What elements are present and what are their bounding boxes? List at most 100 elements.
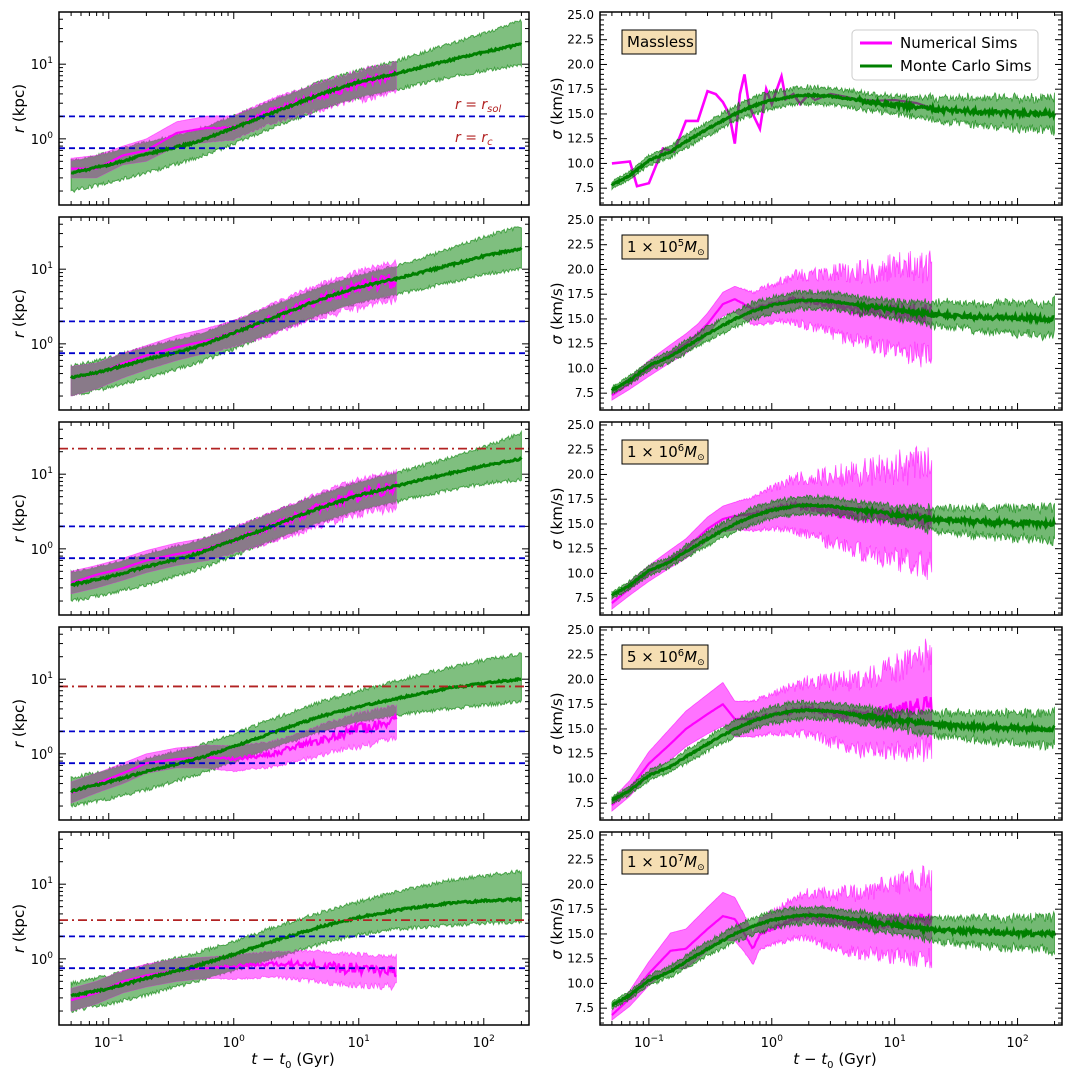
- y-tick-label: 20.0: [567, 877, 594, 891]
- montecarlo-median-line: [70, 42, 523, 175]
- y-tick-label: 101: [31, 56, 53, 73]
- y-tick-label: 17.5: [567, 697, 594, 711]
- mass-label-text: Massless: [627, 33, 694, 51]
- annotation-rc: r = rc: [455, 130, 493, 148]
- y-axis-label: σ (km/s): [548, 282, 566, 344]
- x-tick-label: 101: [348, 1034, 370, 1051]
- s-panel-5: 10−1 100 101 102 7.5 10.0 12.5 15.0 17.5 20.0 22.5…: [548, 828, 1063, 1051]
- y-tick-label: 20.0: [567, 262, 594, 276]
- mass-label-text: 1 × 105M⊙: [627, 238, 705, 258]
- panel-frame: [58, 626, 530, 821]
- panel-frame: [58, 831, 530, 1026]
- overlap-band: [71, 266, 397, 396]
- montecarlo-median-line: [70, 456, 523, 588]
- x-axis-label-left: t − t0 (Gyr): [251, 1050, 334, 1071]
- y-tick-label: 12.5: [567, 952, 594, 966]
- x-tick-label: 100: [761, 1034, 784, 1051]
- mass-label-box: [621, 439, 709, 465]
- y-axis-label: r (kpc): [10, 289, 28, 338]
- y-tick-label: 7.5: [575, 1001, 594, 1015]
- y-tick-label: 20.0: [567, 467, 594, 481]
- y-tick-label: 10.0: [567, 771, 594, 785]
- y-tick-label: 100: [31, 336, 54, 353]
- y-tick-label: 12.5: [567, 337, 594, 351]
- y-axis-label: σ (km/s): [548, 487, 566, 549]
- y-tick-label: 7.5: [575, 796, 594, 810]
- y-axis-label: r (kpc): [10, 699, 28, 748]
- numerical-band: [611, 865, 933, 1021]
- montecarlo-median-line: [610, 297, 1055, 392]
- y-tick-label: 10.0: [567, 976, 594, 990]
- legend: Numerical Sims Monte Carlo Sims: [851, 29, 1039, 81]
- plot-area: [59, 652, 529, 809]
- mass-label-text: 5 × 106M⊙: [627, 648, 705, 668]
- plot-area: [610, 250, 1055, 401]
- plot-area: [59, 226, 529, 397]
- montecarlo-median-line: [611, 912, 1056, 1007]
- numerical-median-line: [70, 712, 398, 794]
- y-tick-label: 25.0: [567, 828, 594, 842]
- mass-label: Massless: [621, 29, 697, 55]
- numerical-median-line: [70, 957, 397, 1002]
- legend-label-montecarlo: Monte Carlo Sims: [900, 57, 1032, 75]
- overlap-band: [71, 929, 397, 1011]
- numerical-band: [611, 638, 933, 812]
- y-tick-label: 15.0: [567, 517, 594, 531]
- y-tick-label: 7.5: [575, 181, 594, 195]
- y-tick-label: 101: [31, 876, 53, 893]
- y-tick-label: 25.0: [567, 418, 594, 432]
- y-tick-label: 101: [31, 261, 53, 278]
- y-tick-label: 17.5: [567, 492, 594, 506]
- y-tick-label: 17.5: [567, 287, 594, 301]
- y-axis-label: σ (km/s): [548, 897, 566, 959]
- legend-label-numerical: Numerical Sims: [900, 34, 1018, 52]
- x-tick-label: 102: [473, 1034, 495, 1051]
- mass-label-box: [621, 29, 697, 55]
- montecarlo-band: [70, 652, 522, 809]
- annotation-rc-text: r = rc: [455, 130, 493, 148]
- annotation-rsol: r = rsol: [455, 97, 501, 115]
- y-axis-label: σ (km/s): [548, 692, 566, 754]
- y-tick-label: 100: [31, 541, 54, 558]
- y-tick-label: 15.0: [567, 312, 594, 326]
- plot-area: [59, 869, 529, 1014]
- montecarlo-median-line: [610, 502, 1056, 597]
- montecarlo-median-line: [610, 91, 1056, 187]
- y-tick-label: 20.0: [567, 57, 594, 71]
- y-tick-label: 22.5: [567, 238, 594, 252]
- y-tick-label: 15.0: [567, 722, 594, 736]
- mass-label: 1 × 107M⊙: [621, 849, 709, 875]
- y-tick-label: 12.5: [567, 542, 594, 556]
- y-tick-label: 101: [31, 466, 53, 483]
- mass-label-text: 1 × 106M⊙: [627, 443, 705, 463]
- mass-label-text: 1 × 107M⊙: [627, 853, 705, 873]
- plot-area: [59, 429, 529, 603]
- plot-area: [611, 865, 1056, 1021]
- y-tick-label: 10.0: [567, 156, 594, 170]
- y-tick-label: 22.5: [567, 853, 594, 867]
- y-tick-label: 15.0: [567, 927, 594, 941]
- montecarlo-median-line: [70, 676, 522, 794]
- y-tick-label: 20.0: [567, 672, 594, 686]
- plot-area: [610, 71, 1056, 191]
- y-tick-label: 12.5: [567, 747, 594, 761]
- x-tick-label: 10−1: [94, 1034, 124, 1051]
- plot-area: [610, 445, 1056, 610]
- montecarlo-median-line: [69, 246, 523, 380]
- y-axis-label: r (kpc): [10, 904, 28, 953]
- y-tick-label: 17.5: [567, 902, 594, 916]
- y-tick-label: 25.0: [567, 213, 594, 227]
- mass-label-box: [621, 849, 709, 875]
- numerical-band: [611, 250, 933, 401]
- legend-frame: [851, 29, 1039, 81]
- y-tick-label: 100: [31, 951, 54, 968]
- numerical-band: [611, 445, 933, 610]
- y-tick-label: 17.5: [567, 82, 594, 96]
- y-tick-label: 7.5: [575, 386, 594, 400]
